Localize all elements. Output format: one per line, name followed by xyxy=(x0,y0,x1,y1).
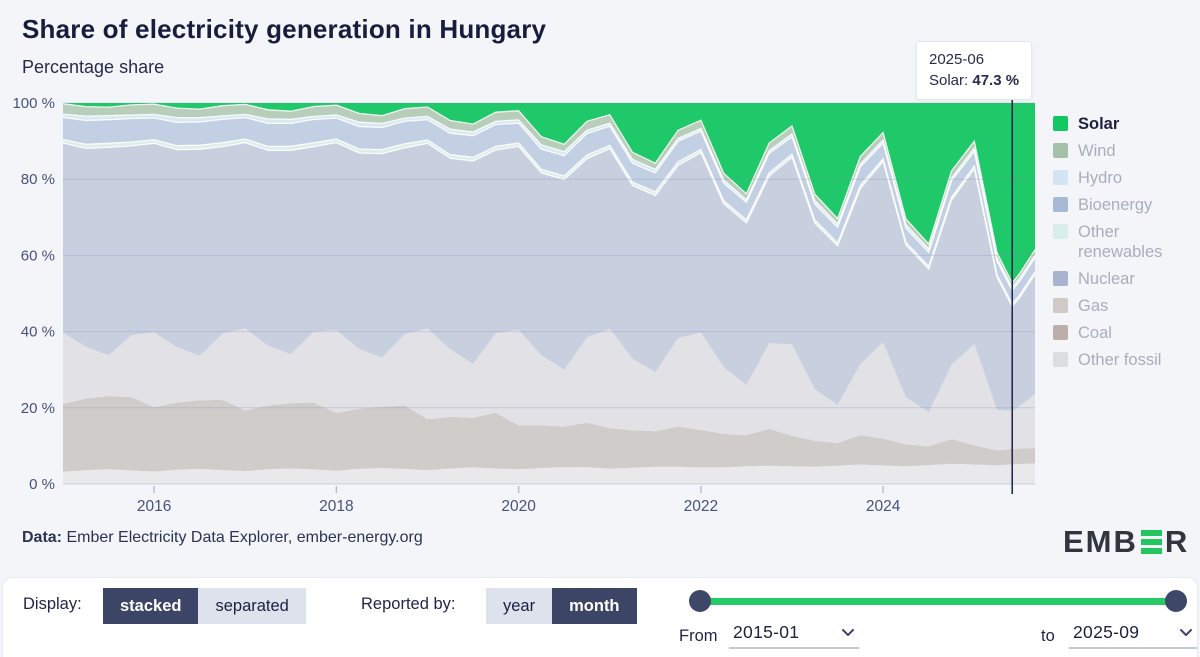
legend-item-other-fossil[interactable]: Other fossil xyxy=(1053,350,1195,370)
svg-text:2024: 2024 xyxy=(866,498,901,515)
to-date-select[interactable]: 2025-09 xyxy=(1069,622,1197,649)
legend-label: Other renewables xyxy=(1078,223,1163,261)
legend-item-wind[interactable]: Wind xyxy=(1053,141,1195,161)
legend-label: Wind xyxy=(1078,142,1116,160)
reported-by-label: Reported by: xyxy=(361,595,456,613)
chart-subtitle: Percentage share xyxy=(22,57,165,77)
display-option-separated[interactable]: separated xyxy=(198,588,306,624)
to-date-value: 2025-09 xyxy=(1073,622,1140,642)
logo-e-bars-icon xyxy=(1140,530,1162,554)
legend-label: Gas xyxy=(1078,297,1109,315)
legend-swatch xyxy=(1053,298,1068,313)
reported-by-toggle: year month xyxy=(486,588,637,624)
chart-legend: Solar Wind Hydro Bioenergy Other renewables N… xyxy=(1053,114,1195,370)
display-toggle: stacked separated xyxy=(103,588,306,624)
display-label: Display: xyxy=(23,595,82,613)
chevron-down-icon xyxy=(1180,629,1192,636)
legend-label: Hydro xyxy=(1078,169,1123,187)
svg-text:2016: 2016 xyxy=(137,498,171,515)
page-title: Share of electricity generation in Hunga… xyxy=(22,14,547,44)
svg-text:2022: 2022 xyxy=(684,498,718,515)
legend-item-other-renewables[interactable]: Other renewables xyxy=(1053,222,1195,262)
legend-label: Nuclear xyxy=(1078,270,1135,288)
stacked-area-chart[interactable]: 0 % 20 % 40 % 60 % 80 % 100 % 2016 2018 2020 2022… xyxy=(0,90,1045,515)
tooltip-date: 2025-06 xyxy=(929,51,985,68)
svg-text:2018: 2018 xyxy=(319,498,353,515)
svg-text:40 %: 40 % xyxy=(21,324,55,341)
legend-label: Other fossil xyxy=(1078,351,1162,369)
legend-label: Solar xyxy=(1078,115,1120,133)
legend-swatch xyxy=(1053,271,1068,286)
data-attribution: Data: Ember Electricity Data Explorer, e… xyxy=(22,529,423,547)
svg-text:0 %: 0 % xyxy=(29,476,55,493)
legend-swatch xyxy=(1053,224,1068,239)
date-range-slider-track[interactable] xyxy=(698,598,1178,605)
legend-swatch xyxy=(1053,170,1068,185)
legend-swatch xyxy=(1053,352,1068,367)
legend-item-bioenergy[interactable]: Bioenergy xyxy=(1053,195,1195,215)
reported-option-month[interactable]: month xyxy=(552,588,637,624)
legend-item-nuclear[interactable]: Nuclear xyxy=(1053,269,1195,289)
legend-item-hydro[interactable]: Hydro xyxy=(1053,168,1195,188)
logo-suffix: R xyxy=(1164,524,1190,559)
attribution-label: Data: xyxy=(22,529,63,546)
slider-handle-from[interactable] xyxy=(689,590,711,612)
tooltip-series-label: Solar: xyxy=(929,72,969,89)
chevron-down-icon xyxy=(842,629,854,636)
legend-swatch xyxy=(1053,197,1068,212)
legend-label: Coal xyxy=(1078,324,1112,342)
reported-option-year[interactable]: year xyxy=(486,588,553,624)
svg-text:2020: 2020 xyxy=(501,498,536,515)
from-date-select[interactable]: 2015-01 xyxy=(729,622,859,649)
legend-label: Bioenergy xyxy=(1078,196,1153,214)
tooltip-value: 47.3 % xyxy=(972,72,1020,89)
legend-swatch xyxy=(1053,116,1068,131)
to-label: to xyxy=(1041,627,1055,645)
svg-text:60 %: 60 % xyxy=(21,247,55,264)
legend-item-coal[interactable]: Coal xyxy=(1053,323,1195,343)
svg-text:80 %: 80 % xyxy=(21,171,55,188)
legend-swatch xyxy=(1053,325,1068,340)
svg-text:20 %: 20 % xyxy=(21,400,55,417)
legend-item-solar[interactable]: Solar xyxy=(1053,114,1195,134)
from-date-value: 2015-01 xyxy=(733,622,800,642)
legend-swatch xyxy=(1053,143,1068,158)
attribution-text: Ember Electricity Data Explorer, ember-e… xyxy=(62,529,423,546)
controls-panel: Display: stacked separated Reported by: … xyxy=(2,577,1198,657)
chart-tooltip: 2025-06 Solar: 47.3 % xyxy=(916,41,1033,100)
slider-handle-to[interactable] xyxy=(1165,590,1187,612)
from-label: From xyxy=(679,627,718,645)
logo-prefix: EMB xyxy=(1063,524,1138,559)
display-option-stacked[interactable]: stacked xyxy=(103,588,199,624)
svg-text:100 %: 100 % xyxy=(12,95,55,112)
legend-item-gas[interactable]: Gas xyxy=(1053,296,1195,316)
ember-logo: EMB R xyxy=(1063,524,1189,560)
